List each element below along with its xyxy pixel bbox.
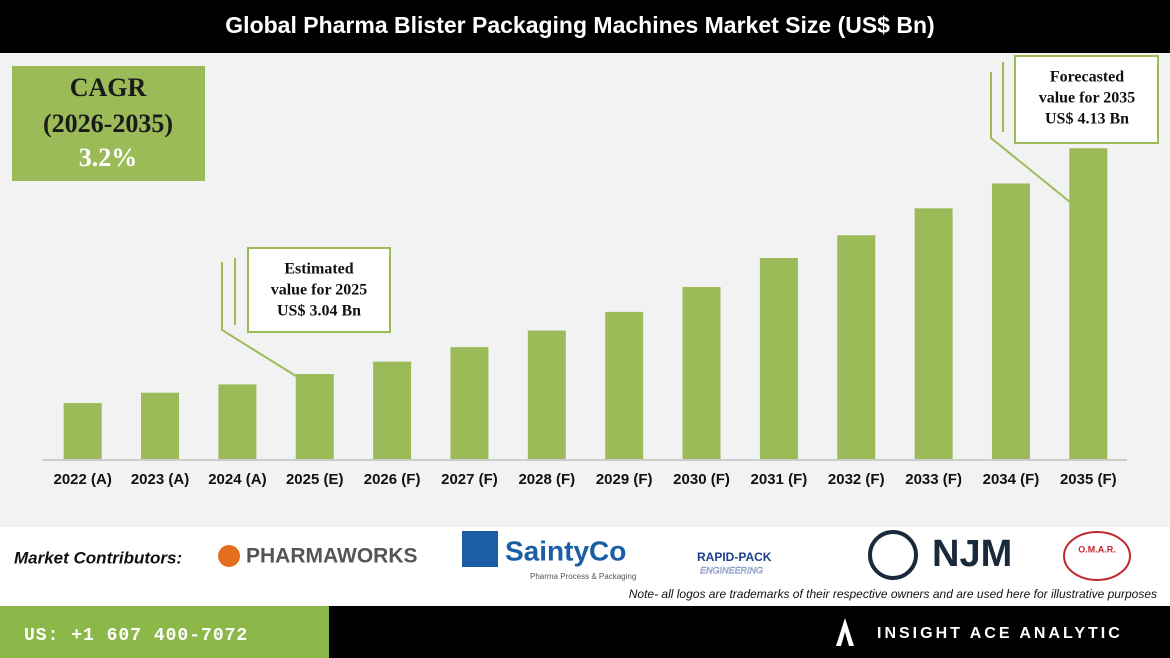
annotation: US$ 4.13 Bn	[1045, 111, 1129, 128]
x-tick-label: 2024 (A)	[208, 471, 266, 488]
x-tick-label: 2030 (F)	[673, 471, 730, 488]
bar	[450, 347, 489, 459]
x-tick-label: 2028 (F)	[518, 471, 575, 488]
bars	[63, 148, 1108, 459]
bar	[63, 403, 102, 459]
logo: O.M.A.R.	[1078, 544, 1116, 554]
x-tick-label: 2023 (A)	[131, 471, 189, 488]
cagr-period: (2026-2035)	[43, 109, 173, 138]
logo: NJM	[932, 533, 1012, 575]
cagr-value: 3.2%	[79, 143, 138, 172]
callout-line	[990, 72, 1071, 203]
x-tick-label: 2032 (F)	[828, 471, 885, 488]
cagr-label: CAGR	[70, 73, 147, 102]
note: Note- all logos are trademarks of their …	[629, 587, 1157, 601]
x-tick-label: 2027 (F)	[441, 471, 498, 488]
cagr-box	[12, 66, 205, 181]
phone-bar	[0, 606, 329, 658]
brand-icon	[836, 618, 854, 646]
bar	[218, 384, 257, 459]
bar	[373, 361, 412, 459]
bar	[141, 392, 180, 459]
logo: RAPID-PACK	[697, 550, 772, 564]
x-tick-label: 2026 (F)	[364, 471, 421, 488]
logo-icon	[1063, 531, 1131, 581]
callout-box	[247, 247, 391, 333]
annotation: Forecasted	[1050, 69, 1124, 86]
x-tick-label: 2034 (F)	[983, 471, 1040, 488]
title-bar	[0, 0, 1170, 53]
logo: PHARMAWORKS	[246, 545, 418, 568]
x-tick-label: 2029 (F)	[596, 471, 653, 488]
logo: SaintyCo	[505, 535, 626, 566]
bar	[991, 183, 1030, 459]
brand: INSIGHT ACE ANALYTIC	[877, 625, 1123, 642]
phone: US: +1 607 400-7072	[24, 626, 248, 646]
callout-box	[1014, 55, 1159, 144]
chart-title: Global Pharma Blister Packaging Machines…	[225, 12, 934, 38]
bar	[682, 287, 721, 459]
annotation: Estimated	[284, 261, 353, 278]
annotation: value for 2025	[271, 282, 368, 299]
x-tick-label: 2033 (F)	[905, 471, 962, 488]
callout-line	[221, 262, 297, 377]
bar	[837, 235, 876, 459]
bar	[295, 374, 334, 459]
bar	[605, 311, 644, 459]
bar	[527, 330, 566, 459]
x-tick-label: 2031 (F)	[751, 471, 808, 488]
bar	[914, 208, 953, 459]
x-tick-label: 2025 (E)	[286, 471, 344, 488]
logo-icon	[218, 545, 240, 567]
x-tick-label: 2035 (F)	[1060, 471, 1117, 488]
x-tick-label: 2022 (A)	[53, 471, 111, 488]
logo-icon	[462, 531, 498, 567]
logo-sub: ENGINEERING	[700, 565, 763, 575]
brand-bar	[329, 606, 1170, 658]
logo-sub: Pharma Process & Packaging	[530, 572, 636, 581]
annotation: value for 2035	[1039, 90, 1136, 107]
contributors-label: Market Contributors:	[14, 548, 182, 567]
bar	[1069, 148, 1108, 459]
annotation: US$ 3.04 Bn	[277, 303, 361, 320]
logo-icon	[868, 530, 918, 580]
bar	[759, 258, 798, 459]
